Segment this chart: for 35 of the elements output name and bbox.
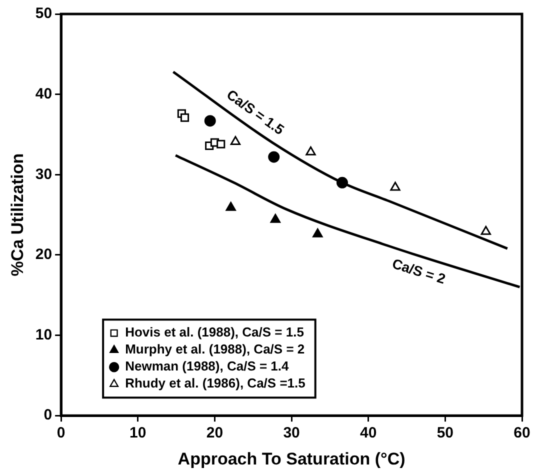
- x-tick-label: 40: [360, 424, 377, 442]
- point: [180, 113, 190, 122]
- y-tick-label: 30: [35, 166, 52, 183]
- y-tick-label: 10: [35, 326, 52, 344]
- line-series: [172, 70, 509, 250]
- point: [390, 182, 400, 191]
- point: [336, 176, 348, 188]
- legend-label: Rhudy et al. (1986), Ca/S =1.5: [125, 376, 306, 391]
- point: [268, 151, 280, 163]
- point: [216, 140, 226, 148]
- point: [230, 136, 241, 145]
- x-tick-label: 10: [130, 424, 146, 442]
- x-tick-label: 50: [436, 424, 454, 442]
- point: [312, 228, 323, 238]
- x-tick-label: 0: [56, 424, 66, 442]
- x-tick-label: 30: [283, 424, 300, 442]
- legend-label: Hovis et al. (1988), Ca/S = 1.5: [125, 324, 304, 340]
- y-tick-label: 0: [44, 406, 52, 424]
- line-series: [174, 154, 521, 288]
- x-tick-label: 20: [206, 424, 224, 442]
- point: [270, 214, 280, 223]
- point: [306, 146, 316, 156]
- y-tick-label: 20: [35, 246, 52, 264]
- y-tick-label: 40: [35, 85, 52, 102]
- point: [226, 202, 236, 211]
- legend-label: Murphy et al. (1988), Ca/S = 2: [125, 342, 305, 357]
- x-tick-label: 60: [514, 424, 530, 442]
- point: [480, 226, 491, 235]
- text: Ca/S = 2: [390, 255, 448, 287]
- y-axis-title: %Ca Utilization: [8, 153, 27, 276]
- legend-label: Newman (1988), Ca/S = 1.4: [125, 358, 290, 374]
- point: [204, 115, 216, 127]
- text: Ca/S = 1.5: [224, 86, 288, 138]
- x-axis-title: Approach To Saturation (°C): [178, 449, 406, 468]
- y-tick-label: 50: [35, 5, 52, 22]
